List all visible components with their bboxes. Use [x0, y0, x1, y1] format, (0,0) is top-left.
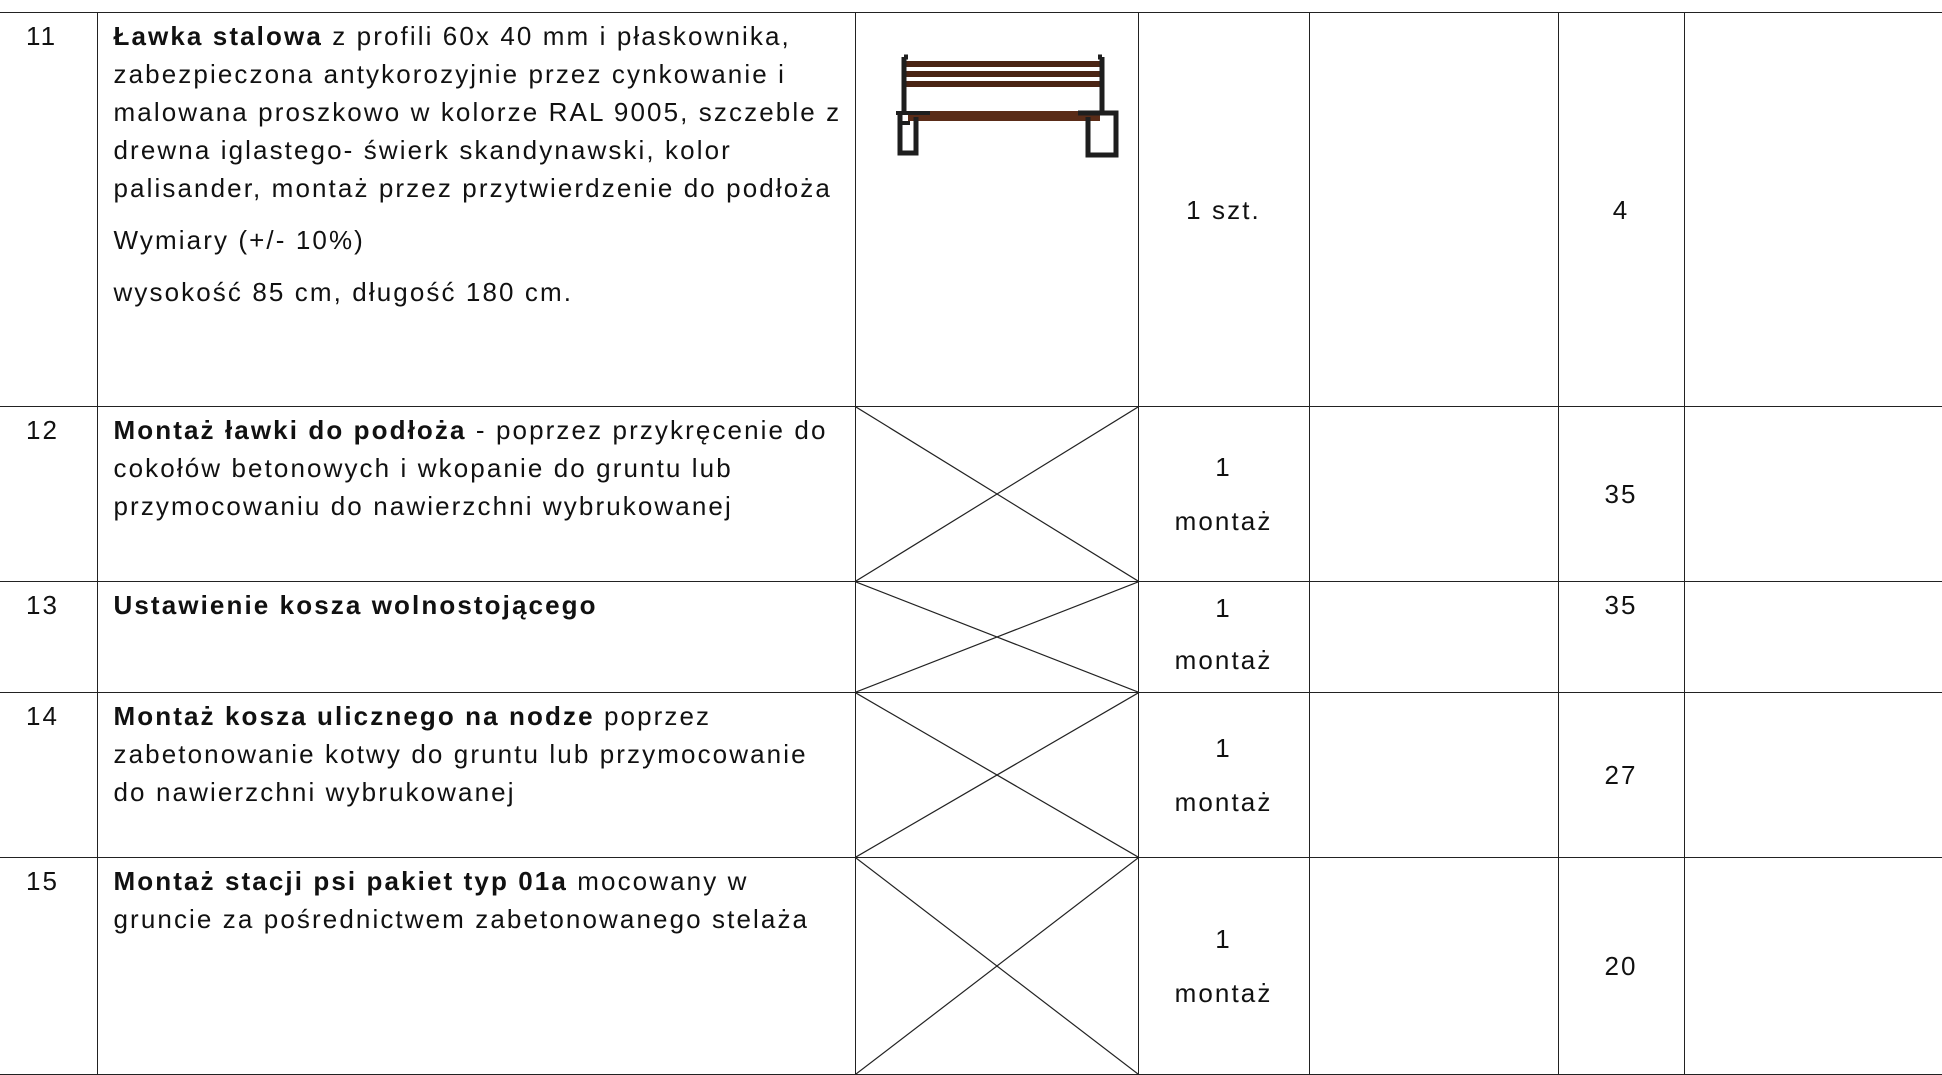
- unit: 1 montaż: [1137, 581, 1310, 693]
- table-body: 11 Ławka stalowa z profili 60x 40 mm i pł…: [0, 12, 1942, 1075]
- table-row: 13 Ustawienie kosza wolnostojącego 1 montaż…: [0, 581, 1942, 693]
- image-cell: [854, 692, 1139, 858]
- unit: 1 szt.: [1137, 12, 1310, 407]
- unit-line: 1: [1215, 452, 1232, 482]
- shape: [905, 81, 1101, 87]
- item-text: poprzez zabetonowanie kotwy do gruntu lu…: [113, 701, 808, 807]
- unit-line: 1 szt.: [1186, 194, 1261, 225]
- empty-cell: [1308, 581, 1559, 693]
- unit-line: 1: [1215, 593, 1232, 623]
- unit-line: montaż: [1174, 978, 1273, 1008]
- item-text: z profili 60x 40 mm i płaskownika, zabez…: [113, 21, 842, 203]
- table-row: 14 Montaż kosza ulicznego na nodze poprze…: [0, 692, 1942, 858]
- cross-line: [856, 858, 1138, 1074]
- cross: [856, 582, 1138, 692]
- shape: [895, 111, 930, 125]
- bench-image: [895, 54, 1118, 158]
- description-text: Montaż kosza ulicznego na nodze poprzez …: [114, 697, 843, 811]
- description-text: Ławka stalowa z profili 60x 40 mm i płas…: [114, 17, 843, 207]
- quantity: 4: [1557, 12, 1685, 407]
- cross: [856, 693, 1138, 857]
- cross: [856, 858, 1138, 1074]
- unit-line: 1: [1215, 924, 1232, 954]
- quantity: 35: [1557, 406, 1685, 582]
- image-cell: [854, 12, 1139, 407]
- item-number: 15: [0, 857, 98, 1075]
- quantity: 27: [1557, 692, 1685, 858]
- unit-line: montaż: [1174, 787, 1273, 817]
- quantity: 35: [1557, 581, 1685, 693]
- image-cell: [854, 581, 1139, 693]
- table-row: 12 Montaż ławki do podłoża - poprzez przy…: [0, 406, 1942, 582]
- item-note: Wymiary (+/- 10%): [113, 225, 365, 255]
- cross-line: [856, 407, 1138, 581]
- empty-cell: [1683, 857, 1942, 1075]
- quantity: 20: [1557, 857, 1685, 1075]
- item-title: Ustawienie kosza wolnostojącego: [113, 590, 598, 620]
- item-title: Montaż kosza ulicznego na nodze: [113, 701, 595, 731]
- empty-cell: [1683, 692, 1942, 858]
- item-title: Montaż ławki do podłoża: [113, 415, 467, 445]
- item-number: 14: [0, 692, 98, 858]
- empty-cell: [1308, 857, 1559, 1075]
- shape: [905, 61, 1101, 67]
- description: Montaż kosza ulicznego na nodze poprzez …: [96, 692, 856, 858]
- item-number: 11: [0, 12, 98, 407]
- description-text: Montaż ławki do podłoża - poprzez przykr…: [114, 411, 843, 525]
- empty-cell: [1683, 12, 1942, 407]
- image-cell: [854, 857, 1139, 1075]
- cross-line: [856, 693, 1138, 857]
- item-number: 12: [0, 406, 98, 582]
- price-table: 11 Ławka stalowa z profili 60x 40 mm i pł…: [0, 12, 1942, 1075]
- cross: [856, 407, 1138, 581]
- unit-line: 1: [1215, 733, 1232, 763]
- cross-line: [856, 582, 1138, 692]
- description: Montaż ławki do podłoża - poprzez przykr…: [96, 406, 856, 582]
- item-title: Ławka stalowa: [113, 21, 323, 51]
- description: Ustawienie kosza wolnostojącego: [96, 581, 856, 693]
- unit: 1 montaż: [1137, 406, 1310, 582]
- description: Montaż stacji psi pakiet typ 01a mocowan…: [96, 857, 856, 1075]
- empty-cell: [1683, 406, 1942, 582]
- shape: [905, 71, 1101, 77]
- item-note: wysokość 85 cm, długość 180 cm.: [113, 277, 574, 307]
- unit-line: montaż: [1174, 645, 1273, 675]
- item-title: Montaż stacji psi pakiet typ 01a: [113, 866, 568, 896]
- item-number: 13: [0, 581, 98, 693]
- description-text: Montaż stacji psi pakiet typ 01a mocowan…: [114, 862, 843, 938]
- image-cell: [854, 406, 1139, 582]
- item-text: mocowany w gruncie za pośrednictwem zabe…: [113, 866, 810, 934]
- empty-cell: [1308, 692, 1559, 858]
- unit-line: montaż: [1174, 506, 1273, 536]
- unit: 1 montaż: [1137, 857, 1310, 1075]
- table-row: 11 Ławka stalowa z profili 60x 40 mm i pł…: [0, 12, 1942, 407]
- item-text: - poprzez przykręcenie do cokołów betono…: [113, 415, 828, 521]
- description-text: Ustawienie kosza wolnostojącego: [114, 586, 843, 624]
- empty-cell: [1683, 581, 1942, 693]
- empty-cell: [1308, 12, 1559, 407]
- unit: 1 montaż: [1137, 692, 1310, 858]
- shape: [907, 111, 1100, 121]
- empty-cell: [1308, 406, 1559, 582]
- shape: [901, 54, 1104, 113]
- shape: [897, 110, 1118, 158]
- description: Ławka stalowa z profili 60x 40 mm i płas…: [96, 12, 856, 407]
- table-row: 15 Montaż stacji psi pakiet typ 01a mocow…: [0, 857, 1942, 1075]
